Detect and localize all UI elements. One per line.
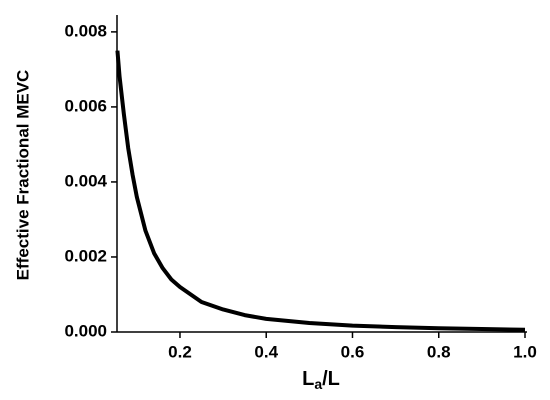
- line-series: [115, 50, 526, 332]
- x-tick-label: 0.4: [254, 342, 278, 361]
- y-tick-label: 0.000: [64, 321, 107, 340]
- y-tick-label: 0.002: [64, 246, 107, 265]
- y-axis-title: Effective Fractional MEVC: [13, 70, 32, 281]
- y-tick-label: 0.004: [64, 171, 107, 190]
- x-title-main: L: [302, 368, 314, 390]
- y-tick-label: 0.008: [64, 21, 107, 40]
- x-tick-label: 0.8: [427, 342, 451, 361]
- y-tick-label: 0.006: [64, 96, 107, 115]
- x-title-rest: /L: [322, 368, 340, 390]
- x-title-sub: a: [314, 376, 322, 392]
- x-tick-label: 0.2: [168, 342, 192, 361]
- x-tick-label: 0.6: [341, 342, 365, 361]
- x-tick-label: 1.0: [513, 342, 537, 361]
- x-axis-title: La/L: [302, 368, 340, 391]
